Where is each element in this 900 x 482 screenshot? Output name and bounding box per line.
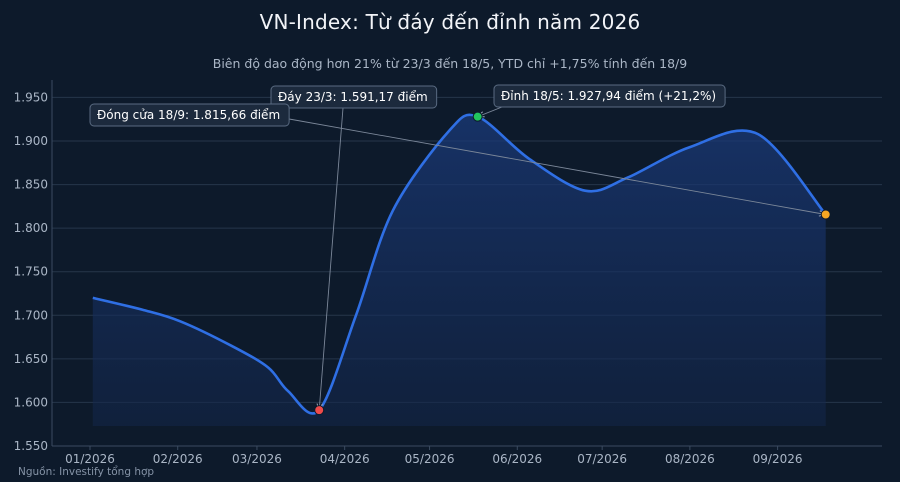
chart-subtitle: Biên độ dao động hơn 21% từ 23/3 đến 18/… [212, 56, 688, 71]
x-tick-label: 01/2026 [65, 452, 115, 466]
annotation-label: Đóng cửa 18/9: 1.815,66 điểm [97, 108, 280, 122]
annotation-label: Đáy 23/3: 1.591,17 điểm [278, 90, 428, 104]
x-tick-label: 02/2026 [153, 452, 203, 466]
series-line [92, 113, 827, 415]
chart-title: VN-Index: Từ đáy đến đỉnh năm 2026 [259, 10, 641, 34]
y-tick-label: 1.600 [14, 395, 48, 409]
y-tick-label: 1.750 [14, 265, 48, 279]
annotation-arrow-line [289, 118, 826, 215]
y-tick-label: 1.800 [14, 221, 48, 235]
y-tick-label: 1.650 [14, 352, 48, 366]
x-tick-label: 08/2026 [665, 452, 715, 466]
x-tick-label: 09/2026 [753, 452, 803, 466]
y-tick-label: 1.850 [14, 178, 48, 192]
annotation-box [493, 84, 726, 108]
highlight-point [472, 111, 483, 122]
x-tick-label: 04/2026 [320, 452, 370, 466]
y-tick-label: 1.900 [14, 134, 48, 148]
highlight-point [820, 209, 831, 220]
annotation-label: Đỉnh 18/5: 1.927,94 điểm (+21,2%) [501, 89, 716, 103]
x-tick-label: 07/2026 [577, 452, 627, 466]
x-tick-label: 05/2026 [405, 452, 455, 466]
chart-source: Nguồn: Investify tổng hợp [18, 466, 155, 478]
annotation-arrow-line [318, 107, 344, 411]
x-tick-label: 06/2026 [492, 452, 542, 466]
y-tick-label: 1.700 [14, 308, 48, 322]
series-area [92, 114, 826, 426]
annotation-box [89, 103, 290, 127]
y-tick-label: 1.550 [14, 439, 48, 453]
highlight-point [314, 405, 325, 416]
x-tick-label: 03/2026 [232, 452, 282, 466]
annotation-box [270, 85, 438, 109]
y-tick-label: 1.950 [14, 90, 48, 104]
